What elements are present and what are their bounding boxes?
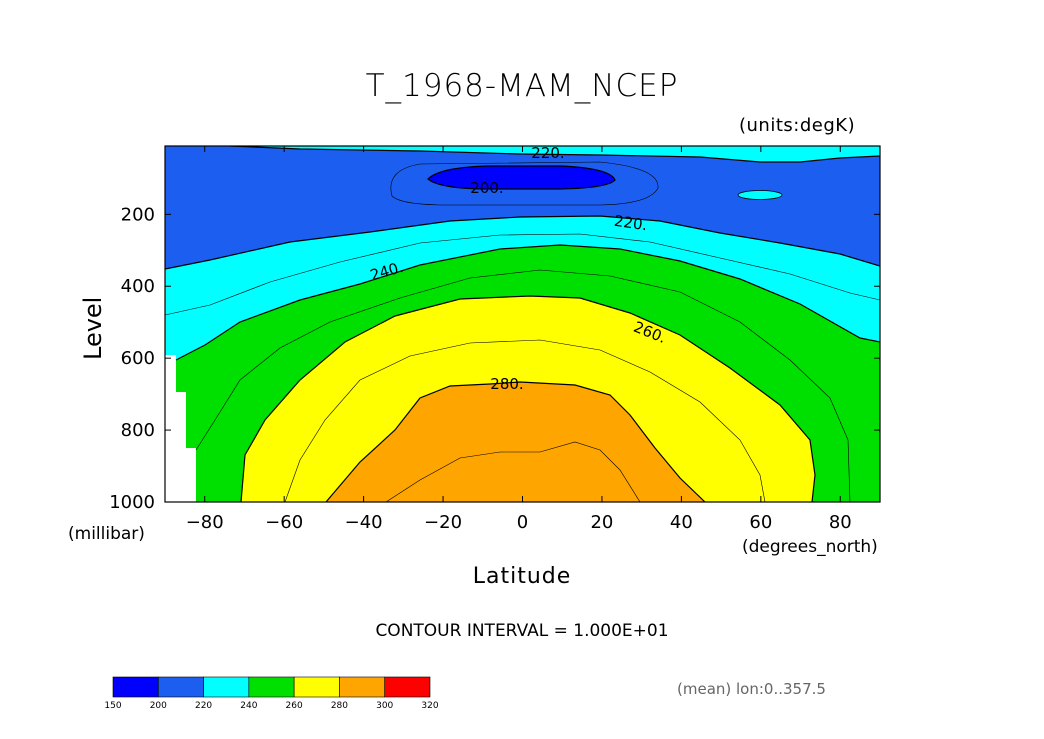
colorbar-swatch [293,676,340,698]
colorbar-swatch [384,676,431,698]
contour-interval-text: CONTOUR INTERVAL = 1.000E+01 [375,621,669,641]
contour-280 [325,381,706,502]
contour-label-200: 200. [470,179,503,197]
colorbar-label: 150 [104,701,121,711]
cyan-island [737,190,783,200]
y-tick-label: 400 [121,276,155,297]
contour-290 [385,441,641,502]
y-axis-units: (millibar) [68,524,145,544]
y-axis: 200 400 600 800 1000 [109,204,880,513]
x-tick-label: −80 [186,512,224,533]
x-tick-label: 0 [517,512,528,533]
contour-250 [195,269,851,502]
y-tick-label: 800 [121,420,155,441]
contour-label-280: 280. [490,375,523,393]
x-tick-label: −20 [424,512,462,533]
colorbar-swatch [112,676,159,698]
contour-label-220: 220. [613,212,649,234]
colorbar-label: 280 [331,701,348,711]
contour-230 [165,233,880,316]
colorbar-swatch [248,676,295,698]
contour-240 [175,244,880,361]
x-tick-label: 60 [749,512,772,533]
x-tick-label: −60 [265,512,303,533]
x-tick-label: 40 [670,512,693,533]
contour-260 [240,295,816,502]
contour-200 [427,165,616,190]
x-axis-units: (degrees_north) [742,537,878,557]
y-tick-label: 200 [121,204,155,225]
colorbar-label: 200 [150,701,167,711]
x-tick-label: 20 [590,512,613,533]
band-280-300 [326,382,705,502]
colorbar-swatch [157,676,204,698]
x-tick-label: −40 [345,512,383,533]
colorbar: 150 200 220 240 260 280 300 320 [104,676,439,711]
x-axis: −80 −60 −40 −20 0 20 40 60 80 [186,146,852,533]
contour-270 [284,339,766,502]
chart-title: T_1968-MAM_NCEP [365,68,679,104]
contour-label-220-top: 220. [531,144,564,162]
contour-200-outer [390,161,659,206]
y-tick-label: 600 [121,348,155,369]
colorbar-swatch [203,676,250,698]
colorbar-label: 260 [286,701,303,711]
mean-longitude-note: (mean) lon:0..357.5 [677,680,826,698]
colorbar-label: 320 [421,701,438,711]
y-tick-label: 1000 [109,492,155,513]
colorbar-label: 300 [376,701,393,711]
x-axis-label: Latitude [472,564,572,589]
colorbar-label: 220 [195,701,212,711]
x-tick-label: 80 [829,512,852,533]
colorbar-label: 240 [240,701,257,711]
contour-220 [165,215,880,270]
units-label: (units:degK) [739,115,856,136]
contour-220-top [229,146,880,163]
colorbar-swatch [339,676,386,698]
band-below-200 [428,166,615,189]
missing-data-region [165,355,196,502]
